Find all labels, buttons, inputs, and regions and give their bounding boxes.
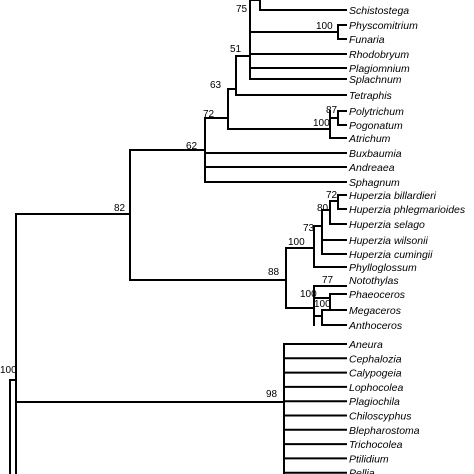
support-value-100-mega: 100 [314,299,331,310]
support-value-77: 77 [322,275,334,286]
taxon-label-funaria: Funaria [349,34,385,46]
support-value-72-hup: 72 [326,190,338,201]
support-value-100-ant: 100 [300,289,317,300]
taxon-label-atrichum: Atrichum [348,133,391,145]
taxon-label-chiloscyphus: Chiloscyphus [349,411,412,423]
branch-node-100-megaceros [313,309,323,326]
taxon-label-pogonatum: Pogonatum [349,120,403,132]
taxon-label-phylloglossum: Phylloglossum [349,262,417,274]
branch-node-100-hornworts [313,293,331,326]
taxon-label-huperzia-cumingii: Huperzia cumingii [349,249,433,261]
taxon-label-cephalozia: Cephalozia [349,353,402,365]
taxon-label-aneura: Aneura [348,339,383,351]
support-value-80: 80 [317,203,329,214]
taxon-label-splachnum: Splachnum [349,74,402,86]
taxon-label-andreaea: Andreaea [348,162,395,174]
taxon-label-phaeoceros: Phaeoceros [349,289,406,301]
taxon-label-ptilidium: Ptilidium [349,453,389,465]
taxon-label-plagiochila: Plagiochila [349,396,400,408]
branch-node-82 [15,149,131,281]
support-values: 1008262726351751008710088100738072771001… [0,4,338,400]
branch-leaves-moss [204,9,347,183]
taxon-label-trichocolea: Trichocolea [349,439,403,451]
taxon-label-notothylas: Notothylas [349,275,399,287]
branch-node-lycophytes [285,225,315,268]
branch-node-75 [249,0,261,11]
support-value-88: 88 [268,267,280,278]
taxon-label-sphagnum: Sphagnum [349,177,400,189]
support-value-87: 87 [326,105,338,116]
taxon-labels: Schistostega Physcomitrium Funaria Rhodobry… [348,5,466,474]
branch-node-80 [321,200,331,225]
taxon-label-plagiomnium: Plagiomnium [349,63,410,75]
support-value-63: 63 [210,80,222,91]
branch-node-63 [227,55,237,96]
taxon-label-calypogeia: Calypogeia [349,368,402,380]
branch-node-98 [15,343,285,474]
support-value-62: 62 [186,141,198,152]
branch-node-physcomitrium-funaria [249,24,339,40]
support-value-51: 51 [230,44,242,55]
branch-leaves-liverworts [283,343,347,474]
support-value-100-physco: 100 [316,21,333,32]
branch-node-72 [204,88,229,130]
taxon-label-anthoceros: Anthoceros [348,320,403,332]
branch-node-polytrichum-pogonatum [329,110,339,126]
taxon-label-huperzia-billardieri: Huperzia billardieri [349,190,437,202]
taxon-label-pellia: Pellia [349,468,375,474]
branch-leaves-lyco-horn [313,194,347,326]
support-value-82: 82 [114,203,126,214]
taxon-label-schistostega: Schistostega [349,5,409,17]
support-value-100-poly: 100 [313,118,330,129]
taxon-label-lophocolea: Lophocolea [349,382,403,394]
support-value-98: 98 [266,389,278,400]
branch-node-73 [313,209,323,255]
taxon-label-blepharostoma: Blepharostoma [349,425,420,437]
branch-node-87 [227,110,331,139]
taxon-label-tetraphis: Tetraphis [349,90,393,102]
branch-node-72-huperzia [329,194,339,210]
taxon-label-polytrichum: Polytrichum [349,106,404,118]
taxon-label-huperzia-wilsonii: Huperzia wilsonii [349,235,428,247]
branch-node-62 [129,117,206,183]
taxon-label-huperzia-selago: Huperzia selago [349,219,425,231]
taxon-label-megaceros: Megaceros [349,305,402,317]
branch-node-88 [129,247,287,309]
tree-branches [9,0,347,474]
taxon-label-physcomitrium: Physcomitrium [349,20,418,32]
branch-node-77 [285,285,315,326]
taxon-label-huperzia-phlegmarioides: Huperzia phlegmarioides [349,204,466,216]
support-value-100-lyco: 100 [288,237,305,248]
support-value-73: 73 [303,223,315,234]
support-value-root: 100 [0,365,17,376]
taxon-label-rhodobryum: Rhodobryum [349,49,409,61]
branch-node-51 [235,0,251,80]
support-value-72: 72 [203,109,215,120]
taxon-label-buxbaumia: Buxbaumia [349,148,402,160]
support-value-75: 75 [236,4,248,15]
